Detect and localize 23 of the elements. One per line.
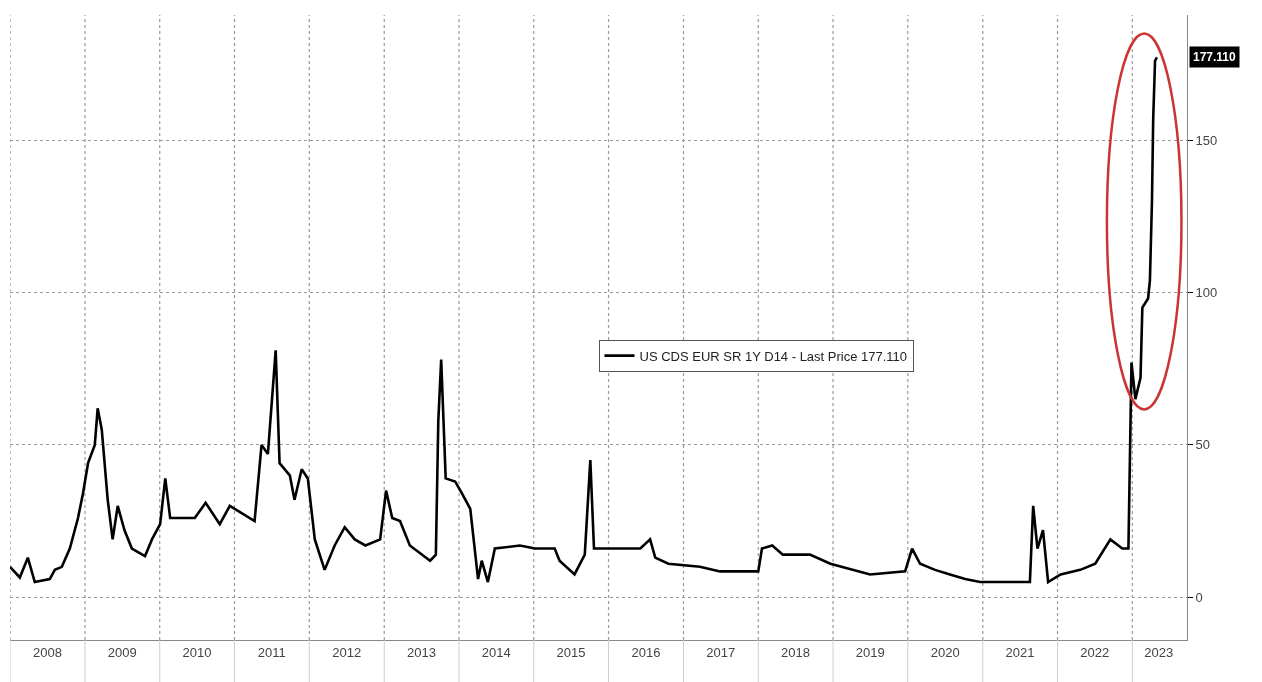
x-tick-label: 2013 xyxy=(407,644,436,660)
y-tick-label: 50 xyxy=(1195,437,1211,453)
x-tick-label: 2022 xyxy=(1080,644,1110,660)
x-tick-label: 2011 xyxy=(257,644,286,660)
x-tick-label: 2016 xyxy=(631,644,661,660)
x-tick-label: 2019 xyxy=(855,644,885,660)
x-tick-label: 2014 xyxy=(481,644,511,660)
x-tick-label: 2008 xyxy=(33,644,62,660)
x-tick-label: 2012 xyxy=(332,644,362,660)
y-tick-label: 150 xyxy=(1195,132,1218,148)
x-tick-label: 2009 xyxy=(107,644,137,660)
y-tick-label: 0 xyxy=(1195,589,1203,605)
x-tick-label: 2020 xyxy=(930,644,960,660)
x-tick-label: 2015 xyxy=(556,644,586,660)
x-tick-label: 2017 xyxy=(706,644,736,660)
y-tick-label: 100 xyxy=(1195,284,1218,300)
x-tick-label: 2023 xyxy=(1144,644,1174,660)
x-tick-label: 2010 xyxy=(182,644,212,660)
x-tick-label: 2018 xyxy=(781,644,811,660)
x-tick-label: 2021 xyxy=(1005,644,1035,660)
line-series xyxy=(10,56,1159,584)
legend-label: US CDS EUR SR 1Y D14 - Last Price 177.110 xyxy=(639,348,908,364)
annotation: 177.110 xyxy=(1193,50,1237,64)
